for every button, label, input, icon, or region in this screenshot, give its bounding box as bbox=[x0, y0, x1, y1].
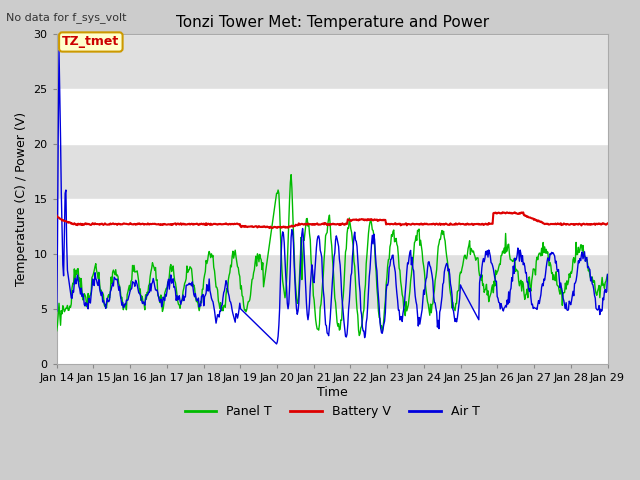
Y-axis label: Temperature (C) / Power (V): Temperature (C) / Power (V) bbox=[15, 112, 28, 286]
Legend: Panel T, Battery V, Air T: Panel T, Battery V, Air T bbox=[180, 400, 484, 423]
Bar bbox=[57, 34, 607, 89]
Bar bbox=[57, 254, 607, 309]
X-axis label: Time: Time bbox=[317, 385, 348, 398]
Text: TZ_tmet: TZ_tmet bbox=[62, 36, 120, 48]
Title: Tonzi Tower Met: Temperature and Power: Tonzi Tower Met: Temperature and Power bbox=[175, 15, 489, 30]
Text: No data for f_sys_volt: No data for f_sys_volt bbox=[6, 12, 127, 23]
Bar bbox=[57, 144, 607, 199]
Bar bbox=[57, 199, 607, 254]
Bar bbox=[57, 309, 607, 364]
Bar bbox=[57, 89, 607, 144]
